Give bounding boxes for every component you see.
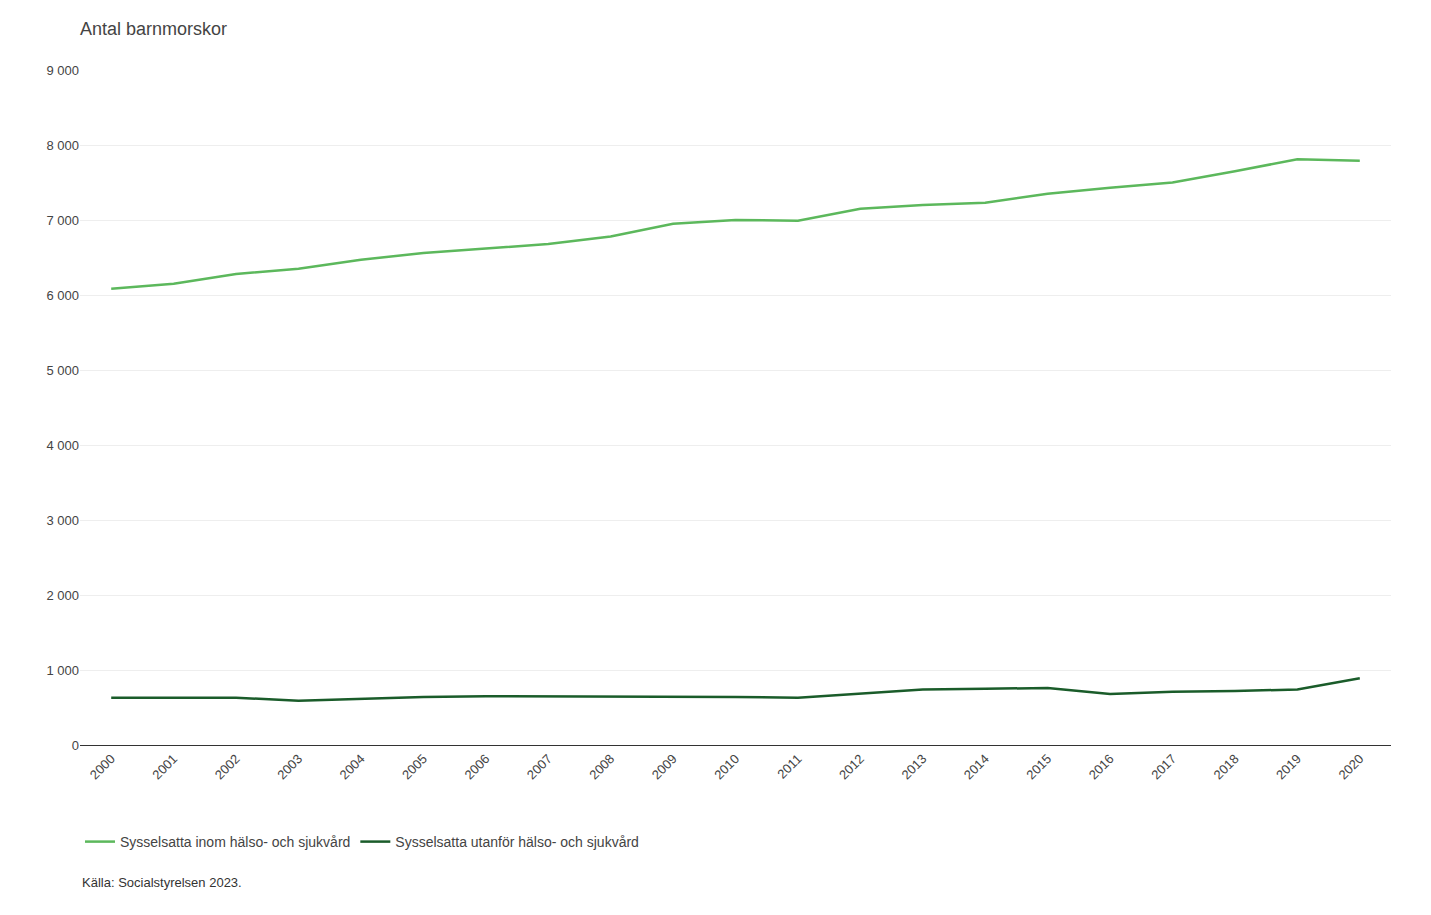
svg-text:2009: 2009: [649, 751, 680, 782]
svg-text:2018: 2018: [1211, 751, 1242, 782]
svg-text:Sysselsatta utanför hälso- och: Sysselsatta utanför hälso- och sjukvård: [395, 834, 639, 850]
svg-text:2006: 2006: [461, 751, 492, 782]
svg-text:1 000: 1 000: [46, 663, 79, 678]
svg-text:6 000: 6 000: [46, 288, 79, 303]
svg-text:8 000: 8 000: [46, 138, 79, 153]
svg-text:Sysselsatta inom hälso- och sj: Sysselsatta inom hälso- och sjukvård: [120, 834, 350, 850]
svg-text:2004: 2004: [337, 751, 368, 782]
svg-text:2016: 2016: [1086, 751, 1117, 782]
svg-text:9 000: 9 000: [46, 63, 79, 78]
svg-text:2015: 2015: [1023, 751, 1054, 782]
svg-text:2013: 2013: [898, 751, 929, 782]
svg-text:2005: 2005: [399, 751, 430, 782]
svg-text:2007: 2007: [524, 751, 555, 782]
svg-text:2014: 2014: [961, 751, 992, 782]
svg-text:3 000: 3 000: [46, 513, 79, 528]
svg-text:2020: 2020: [1335, 751, 1366, 782]
svg-text:2000: 2000: [87, 751, 118, 782]
svg-text:2001: 2001: [149, 751, 180, 782]
svg-text:2 000: 2 000: [46, 588, 79, 603]
svg-text:Källa: Socialstyrelsen 2023.: Källa: Socialstyrelsen 2023.: [82, 875, 242, 890]
svg-text:2011: 2011: [774, 751, 804, 781]
svg-text:2008: 2008: [586, 751, 617, 782]
svg-text:2012: 2012: [836, 751, 867, 782]
svg-text:Antal barnmorskor: Antal barnmorskor: [80, 19, 227, 39]
svg-text:2003: 2003: [274, 751, 305, 782]
svg-text:7 000: 7 000: [46, 213, 79, 228]
svg-text:0: 0: [72, 738, 79, 753]
svg-text:2010: 2010: [711, 751, 742, 782]
svg-text:2002: 2002: [212, 751, 243, 782]
svg-text:2019: 2019: [1273, 751, 1304, 782]
svg-text:4 000: 4 000: [46, 438, 79, 453]
svg-text:5 000: 5 000: [46, 363, 79, 378]
svg-text:2017: 2017: [1148, 751, 1179, 782]
